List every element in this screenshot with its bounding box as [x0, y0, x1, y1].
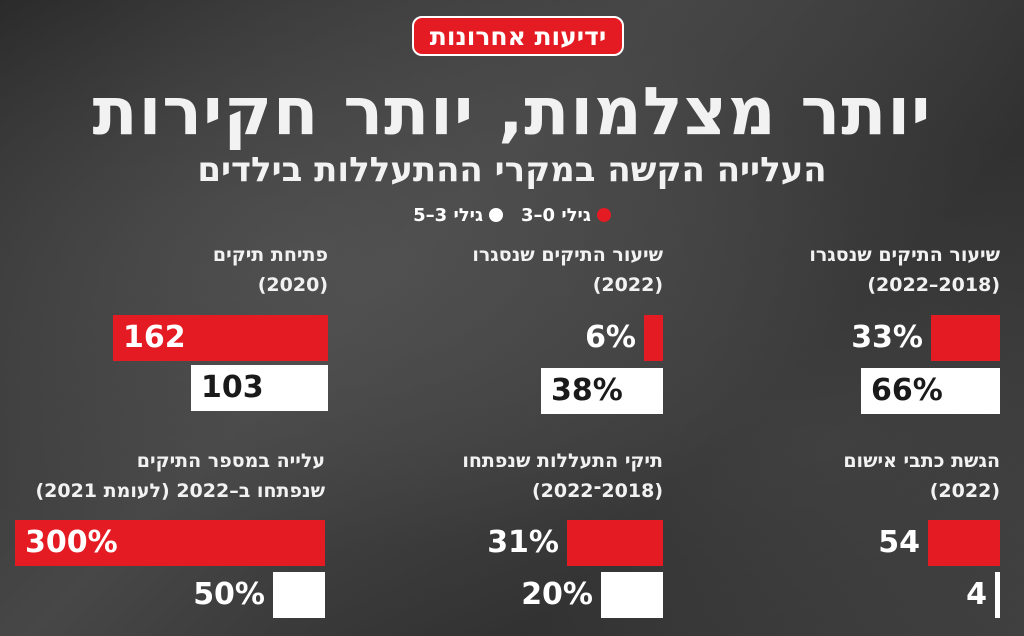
bar-age-0-3 [15, 520, 325, 566]
panel-subtitle-line: (2020) [257, 274, 328, 296]
legend-red-dot-icon [596, 208, 611, 222]
panel-subtitle-line: (2022) [929, 480, 1000, 502]
bar-age-3-5 [601, 572, 663, 618]
bar-value-label: 300% [25, 525, 118, 560]
bar-value-label: 38% [551, 373, 623, 408]
panel-title: עלייה במספר התיקים שנפתחו ב–2022 (לעומת 2… [0, 446, 325, 506]
panel-subtitle-line: (2018־2022) [531, 480, 663, 502]
chart-subtitle: העלייה הקשה במקרי ההתעללות בילדים [197, 150, 827, 190]
bar-value-label: 54 [878, 525, 920, 560]
bar-age-3-5 [995, 572, 1000, 618]
panel-subtitle-line: (2022) [592, 274, 663, 296]
chart-title: יותר מצלמות, יותר חקירות [92, 73, 932, 150]
panel-title: שיעור התיקים שנסגרו (2022) [333, 240, 663, 300]
bar-age-0-3 [644, 315, 663, 361]
panel-title-line: עלייה במספר התיקים [136, 450, 325, 472]
bar-age-3-5 [861, 368, 1000, 414]
panel-subtitle-line: שנפתחו ב–2022 (לעומת 2021) [35, 480, 325, 502]
bar-age-0-3 [928, 520, 1000, 566]
panel-subtitle-line: (2018–2022) [867, 274, 1000, 296]
bar-age-0-3 [113, 315, 328, 361]
legend: גילי 0–3 גילי 3–5 [362, 200, 662, 230]
panel-title-line: שיעור התיקים שנסגרו [809, 244, 1000, 266]
publisher-logo: ידיעות אחרונות [412, 16, 624, 56]
bar-value-label: 31% [487, 525, 559, 560]
bar-age-3-5 [273, 572, 325, 618]
bar-age-0-3 [567, 520, 663, 566]
bar-value-label: 20% [521, 577, 593, 612]
legend-item-white: גילי 3–5 [413, 205, 503, 226]
panel-title-line: שיעור התיקים שנסגרו [472, 244, 663, 266]
legend-label: גילי 3–5 [413, 204, 483, 226]
bar-age-3-5 [191, 365, 328, 411]
legend-white-dot-icon [489, 208, 503, 222]
bar-value-label: 162 [123, 320, 186, 355]
bar-value-label: 66% [871, 373, 943, 408]
legend-item-red: גילי 0–3 [521, 205, 611, 226]
bar-value-label: 4 [966, 577, 987, 612]
bar-value-label: 6% [585, 320, 636, 355]
bar-value-label: 50% [193, 577, 265, 612]
panel-title: פתיחת תיקים (2020) [0, 240, 328, 300]
bar-age-0-3 [931, 315, 1000, 361]
bar-age-3-5 [541, 368, 663, 414]
panel-title: הגשת כתבי אישום (2022) [670, 446, 1000, 506]
panel-title: שיעור התיקים שנסגרו (2018–2022) [670, 240, 1000, 300]
panel-title-line: פתיחת תיקים [212, 244, 328, 266]
panel-title: תיקי התעללות שנפתחו (2018־2022) [333, 446, 663, 506]
bar-value-label: 103 [201, 370, 264, 405]
panel-title-line: תיקי התעללות שנפתחו [462, 450, 663, 472]
legend-label: גילי 0–3 [521, 204, 591, 226]
panel-title-line: הגשת כתבי אישום [843, 450, 1000, 472]
bar-value-label: 33% [851, 320, 923, 355]
